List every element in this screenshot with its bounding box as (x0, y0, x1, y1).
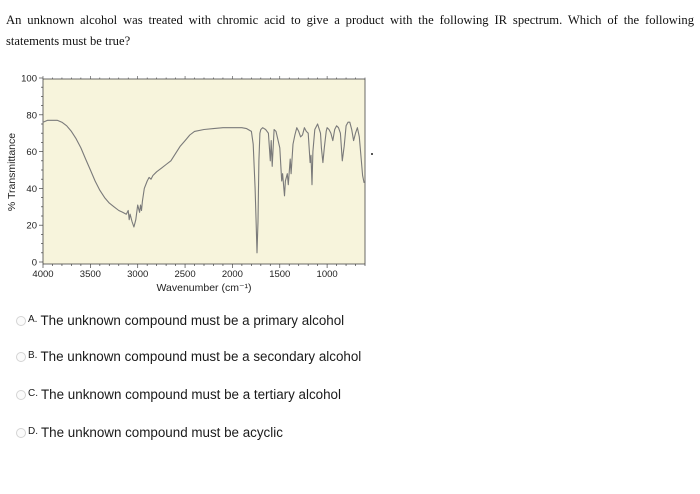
y-tick-label: 100 (21, 74, 37, 85)
y-tick-label: 0 (32, 258, 37, 269)
question-text: An unknown alcohol was treated with chro… (6, 13, 694, 48)
option-c-radio[interactable] (16, 389, 26, 400)
option-d[interactable]: D. The unknown compound must be acyclic (16, 425, 283, 440)
x-tick-label: 1000 (317, 269, 338, 280)
option-d-text: The unknown compound must be acyclic (41, 425, 283, 440)
option-c[interactable]: C. The unknown compound must be a tertia… (16, 387, 341, 402)
option-b[interactable]: B. The unknown compound must be a second… (16, 349, 361, 364)
x-axis-label: Wavenumber (cm⁻¹) (157, 282, 252, 294)
option-d-letter: D. (28, 426, 38, 437)
x-tick-label: 1500 (269, 269, 290, 280)
option-b-radio[interactable] (16, 351, 26, 362)
y-axis-label: % Transmittance (6, 133, 18, 211)
ir-spectrum-chart: 0 20 40 60 80 100 4000 3500 3000 2500 2000 1500 100… (6, 74, 373, 294)
option-a-text: The unknown compound must be a primary a… (40, 313, 345, 328)
option-a[interactable]: A. The unknown compound must be a primar… (16, 313, 344, 328)
y-tick-label: 20 (26, 221, 37, 232)
y-tick-label: 80 (26, 110, 37, 121)
option-d-radio[interactable] (16, 427, 26, 438)
option-c-letter: C. (28, 388, 38, 399)
option-b-letter: B. (28, 350, 38, 361)
x-tick-labels: 4000 3500 3000 2500 2000 1500 1000 (32, 269, 337, 280)
x-tick-label: 3500 (80, 269, 101, 280)
series-group (42, 119, 365, 254)
axes (39, 76, 366, 268)
option-b-text: The unknown compound must be a secondary… (40, 349, 362, 364)
x-tick-label: 2500 (174, 269, 195, 280)
stray-dot (371, 153, 373, 155)
option-a-letter: A. (28, 314, 38, 325)
spectrum-line (42, 119, 365, 254)
option-c-text: The unknown compound must be a tertiary … (41, 387, 341, 402)
x-tick-label: 4000 (32, 269, 53, 280)
x-tick-label: 2000 (222, 269, 243, 280)
y-tick-labels: 0 20 40 60 80 100 (21, 74, 37, 269)
option-a-radio[interactable] (16, 315, 26, 326)
y-tick-label: 40 (26, 184, 37, 195)
x-tick-label: 3000 (127, 269, 148, 280)
y-tick-label: 60 (26, 147, 37, 158)
